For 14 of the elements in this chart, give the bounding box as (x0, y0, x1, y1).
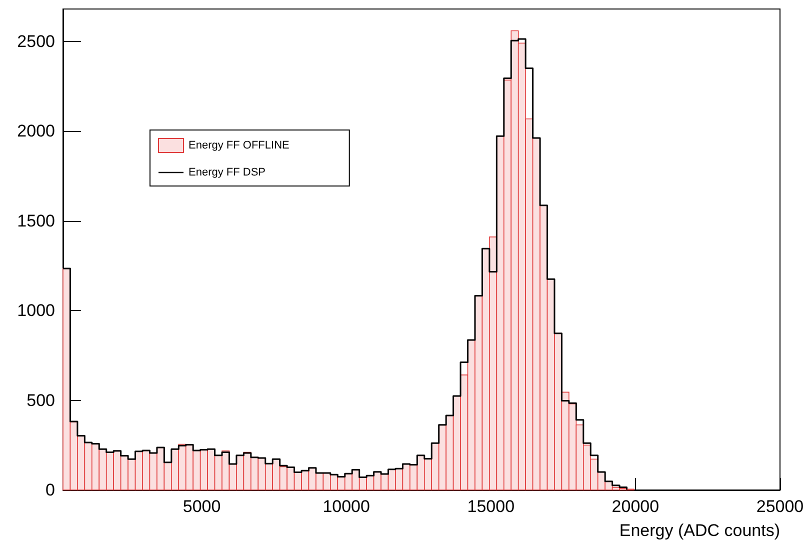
legend-label: Energy FF DSP (188, 166, 266, 178)
x-tick-label: 5000 (182, 497, 221, 516)
x-tick-label: 15000 (467, 497, 515, 516)
x-tick-label: 10000 (322, 497, 370, 516)
y-tick-label: 1500 (17, 211, 55, 230)
x-tick-label: 20000 (612, 497, 660, 516)
x-tick-label: 25000 (756, 497, 804, 516)
y-tick-label: 500 (26, 390, 55, 410)
y-tick-label: 2500 (17, 32, 55, 51)
legend-label: Energy FF OFFLINE (188, 140, 290, 152)
y-tick-label: 0 (46, 480, 55, 500)
x-axis-title: Energy (ADC counts) (619, 521, 780, 540)
y-tick-label: 1000 (17, 301, 55, 320)
y-tick-label: 2000 (17, 122, 55, 141)
